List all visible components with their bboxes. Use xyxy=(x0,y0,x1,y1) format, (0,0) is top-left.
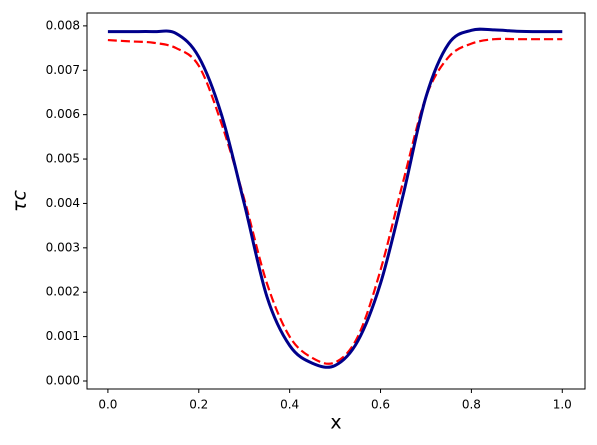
x-tick-label: 0.6 xyxy=(371,398,390,412)
x-tick-label: 0.2 xyxy=(189,398,208,412)
series-line xyxy=(107,27,563,369)
plot-frame xyxy=(86,12,586,390)
y-axis-label: τc xyxy=(9,190,31,212)
y-tick-label: 0.004 xyxy=(46,196,80,210)
x-tick-label: 0.4 xyxy=(280,398,299,412)
series-line xyxy=(107,37,563,365)
x-tick-label: 0.8 xyxy=(462,398,481,412)
y-tick-label: 0.007 xyxy=(46,63,80,77)
y-tick-label: 0.000 xyxy=(46,374,80,388)
y-tick-label: 0.002 xyxy=(46,285,80,299)
x-tick-label: 1.0 xyxy=(553,398,572,412)
y-tick-label: 0.006 xyxy=(46,107,80,121)
x-tick-label: 0.0 xyxy=(98,398,117,412)
y-tick-label: 0.005 xyxy=(46,152,80,166)
y-tick-label: 0.001 xyxy=(46,329,80,343)
x-axis-label: x xyxy=(330,412,341,434)
y-tick-label: 0.008 xyxy=(46,18,80,32)
y-tick-label: 0.003 xyxy=(46,240,80,254)
